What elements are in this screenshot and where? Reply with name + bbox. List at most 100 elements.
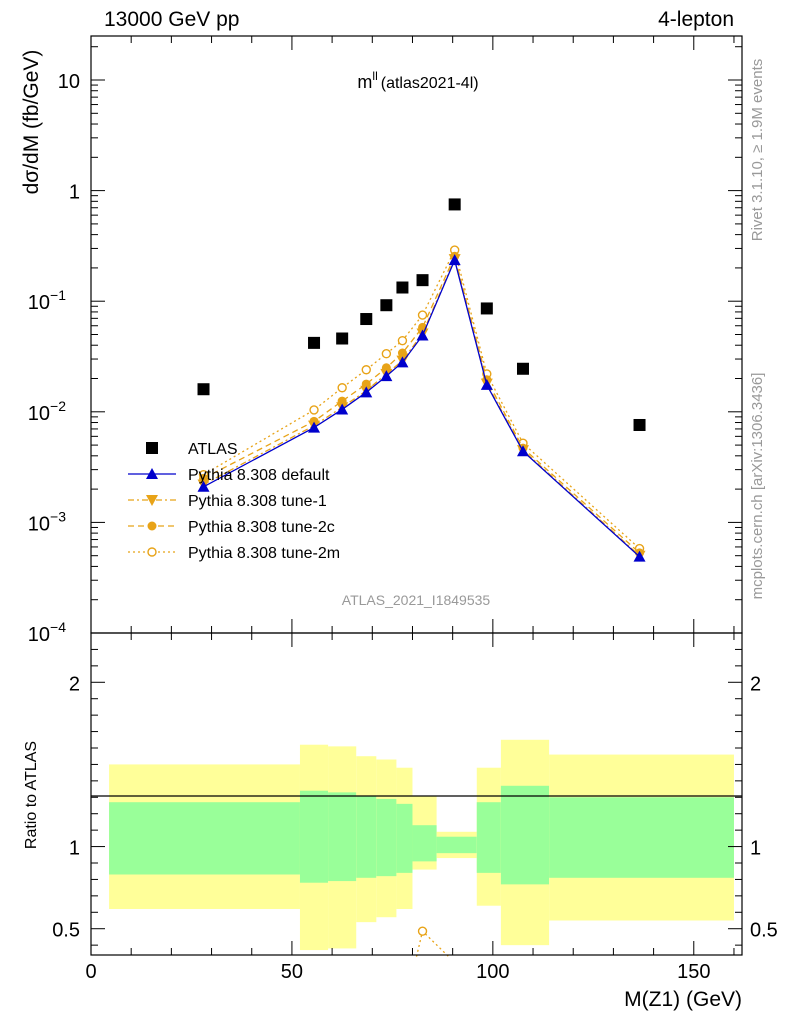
ratio-y-tick-label-left: 2 — [69, 673, 80, 695]
ratio-tick-labels: 0.5 0.5 1 1 2 2 0 50 100 150 — [52, 673, 778, 983]
header-right: 4-lepton — [658, 8, 734, 31]
main-plot-frame — [90, 35, 743, 634]
data-point — [417, 310, 428, 320]
title-tag: (atlas2021-4l) — [381, 75, 479, 92]
y-tick-exponent: −3 — [50, 508, 66, 524]
y-tick-base: 10 — [28, 624, 50, 646]
ratio-band-inner — [412, 825, 437, 862]
ratio-band-inner — [500, 785, 550, 885]
data-point — [480, 302, 493, 315]
legend-label: Pythia 8.308 tune-2m — [188, 545, 340, 562]
y-tick-exponent: −1 — [50, 287, 66, 303]
series-0 — [197, 198, 646, 431]
ratio-point — [417, 926, 428, 936]
analysis-id: ATLAS_2021_I1849535 — [342, 592, 491, 608]
header-left: 13000 GeV pp — [104, 8, 239, 31]
main-axis-ticks — [90, 36, 742, 634]
y-tick-base: 10 — [58, 71, 80, 93]
data-point — [448, 198, 461, 211]
y-tick-label: 1 — [69, 182, 80, 204]
x-tick-label: 100 — [476, 961, 509, 983]
data-point — [336, 403, 349, 415]
series-3 — [199, 251, 645, 558]
main-series-layer — [197, 198, 646, 562]
legend-marker — [146, 442, 158, 454]
ratio-points — [415, 926, 450, 958]
main-y-axis-label: dσ/dM (fb/GeV) — [20, 50, 43, 195]
y-tick-base: 1 — [69, 182, 80, 204]
data-point — [516, 362, 529, 375]
data-point — [308, 421, 321, 433]
ratio-band-inner — [109, 802, 300, 875]
data-point — [633, 418, 646, 431]
y-tick-label: 10−1 — [28, 287, 66, 314]
y-tick-exponent: −4 — [50, 619, 66, 635]
ratio-band-inner — [328, 792, 357, 882]
series-line — [203, 258, 640, 558]
ratio-y-tick-label-right: 0.5 — [750, 920, 778, 942]
title-sup: ll — [372, 69, 377, 83]
mcplots-label: mcplots.cern.ch [arXiv:1306.3436] — [749, 373, 766, 600]
ratio-band-inner — [549, 797, 734, 878]
legend-marker — [146, 468, 158, 479]
ratio-band-inner — [396, 803, 413, 873]
data-point — [197, 480, 210, 492]
data-point — [337, 383, 347, 393]
y-tick-label: 10−4 — [28, 619, 66, 646]
series-2 — [197, 254, 646, 562]
legend-marker — [146, 495, 158, 506]
x-axis-label: M(Z1) (GeV) — [624, 988, 742, 1011]
data-point — [308, 336, 321, 349]
y-tick-label: 10 — [58, 71, 80, 93]
ratio-band-inner — [376, 798, 397, 877]
legend: ATLAS Pythia 8.308 default Pythia 8.308 tu… — [128, 441, 340, 562]
y-tick-base: 10 — [28, 292, 50, 314]
data-point — [633, 550, 646, 562]
y-tick-label: 10−3 — [28, 508, 66, 535]
data-point — [397, 348, 407, 358]
x-tick-label: 50 — [281, 961, 303, 983]
data-point — [381, 349, 392, 359]
data-point — [361, 365, 371, 375]
ratio-band-inner — [476, 802, 501, 873]
ratio-y-tick-label-left: 1 — [69, 838, 80, 860]
data-point — [396, 281, 409, 294]
ratio-y-tick-label-right: 1 — [750, 838, 761, 860]
data-point — [309, 405, 319, 415]
x-tick-label: 150 — [677, 961, 710, 983]
series-line — [203, 254, 640, 554]
data-point — [336, 332, 349, 345]
data-point — [516, 445, 529, 457]
data-point — [197, 383, 210, 396]
legend-label: Pythia 8.308 tune-2c — [188, 519, 335, 536]
ratio-y-tick-label-left: 0.5 — [52, 920, 80, 942]
data-point — [397, 335, 408, 346]
y-tick-label: 10−2 — [28, 398, 66, 425]
ratio-y-tick-label-right: 2 — [750, 673, 761, 695]
ratio-band-inner — [436, 836, 477, 854]
ratio-band-inner — [299, 790, 329, 883]
series-1 — [197, 254, 646, 562]
legend-marker — [147, 521, 157, 531]
legend-label: Pythia 8.308 tune-1 — [188, 493, 327, 510]
data-point — [416, 329, 429, 341]
legend-label: ATLAS — [188, 441, 238, 458]
data-point — [396, 356, 409, 368]
y-tick-exponent: −2 — [50, 398, 66, 414]
data-point — [448, 254, 461, 266]
ratio-bands — [109, 739, 734, 951]
main-plot-title: mll (atlas2021-4l) — [357, 69, 478, 92]
title-main: m — [357, 72, 372, 92]
data-point — [380, 370, 393, 382]
data-point — [360, 313, 373, 326]
x-tick-label: 0 — [85, 961, 96, 983]
rivet-version-label: Rivet 3.1.10, ≥ 1.9M events — [749, 59, 766, 242]
series-line — [203, 257, 640, 557]
ratio-band-inner — [356, 795, 377, 878]
data-point — [416, 274, 429, 287]
data-point — [480, 378, 493, 390]
y-tick-base: 10 — [28, 513, 50, 535]
ratio-y-axis-label: Ratio to ATLAS — [23, 741, 40, 849]
data-point — [360, 386, 373, 398]
